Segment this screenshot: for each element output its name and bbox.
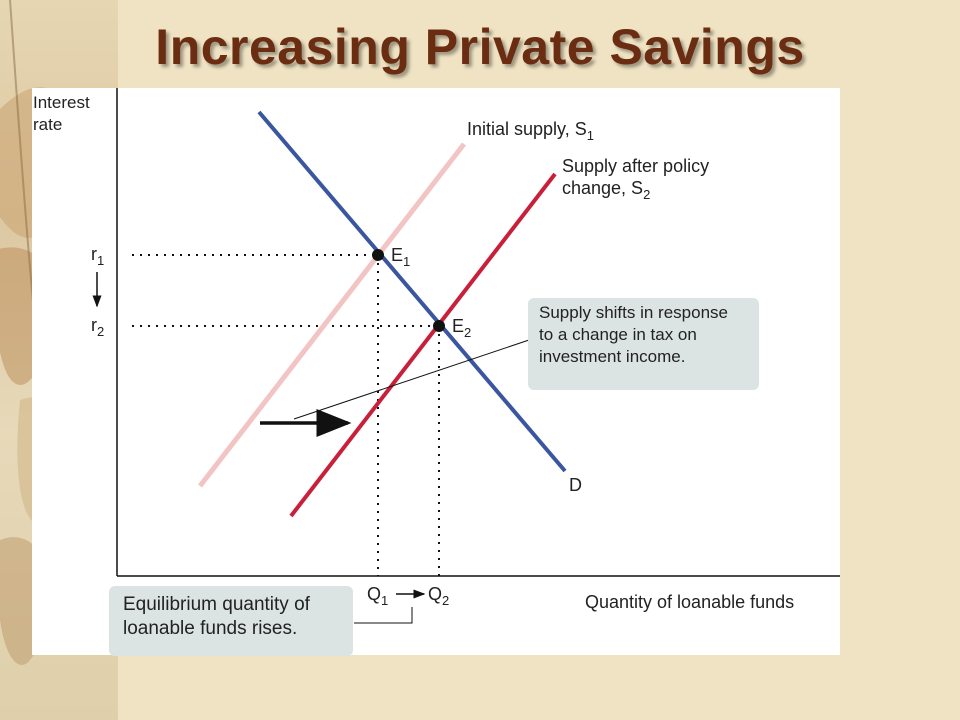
s1-label: Initial supply, S1	[467, 119, 594, 143]
y-axis-label-line2: rate	[33, 115, 62, 134]
quantity-callout-line2: loanable funds rises.	[123, 618, 298, 639]
demand-label: D	[569, 475, 582, 495]
e1-label: E1	[391, 245, 410, 269]
y-axis-label-line1: Interest	[33, 93, 90, 112]
demand-curve	[257, 110, 567, 473]
x-axis-label: Quantity of loanable funds	[585, 592, 794, 612]
equilibrium-point-e2	[433, 320, 445, 332]
initial-supply-curve	[198, 142, 466, 488]
shift-callout-line2: to a change in tax on	[539, 325, 697, 344]
shift-callout-line3: investment income.	[539, 347, 686, 366]
shift-callout: Supply shifts in response to a change in…	[528, 298, 759, 390]
shift-callout-pointer	[293, 338, 533, 420]
q1-label: Q1	[367, 584, 388, 608]
r2-label: r2	[91, 315, 104, 339]
diagram-panel: Interest rate Quantity of loanable funds…	[32, 88, 840, 656]
loanable-funds-diagram: Interest rate Quantity of loanable funds…	[33, 88, 840, 624]
equilibrium-point-e1	[372, 249, 384, 261]
quantity-callout: Equilibrium quantity of loanable funds r…	[109, 586, 353, 656]
r1-label: r1	[91, 244, 104, 268]
slide-title: Increasing Private Savings	[155, 19, 805, 75]
quantity-callout-bracket	[354, 607, 413, 624]
s2-label-line2: change, S2	[562, 178, 650, 202]
s2-label-line1: Supply after policy	[562, 156, 709, 176]
q2-label: Q2	[428, 584, 449, 608]
quantity-callout-line1: Equilibrium quantity of	[123, 594, 310, 615]
new-supply-curve	[289, 172, 557, 518]
e2-label: E2	[452, 316, 471, 340]
shift-callout-line1: Supply shifts in response	[539, 303, 728, 322]
